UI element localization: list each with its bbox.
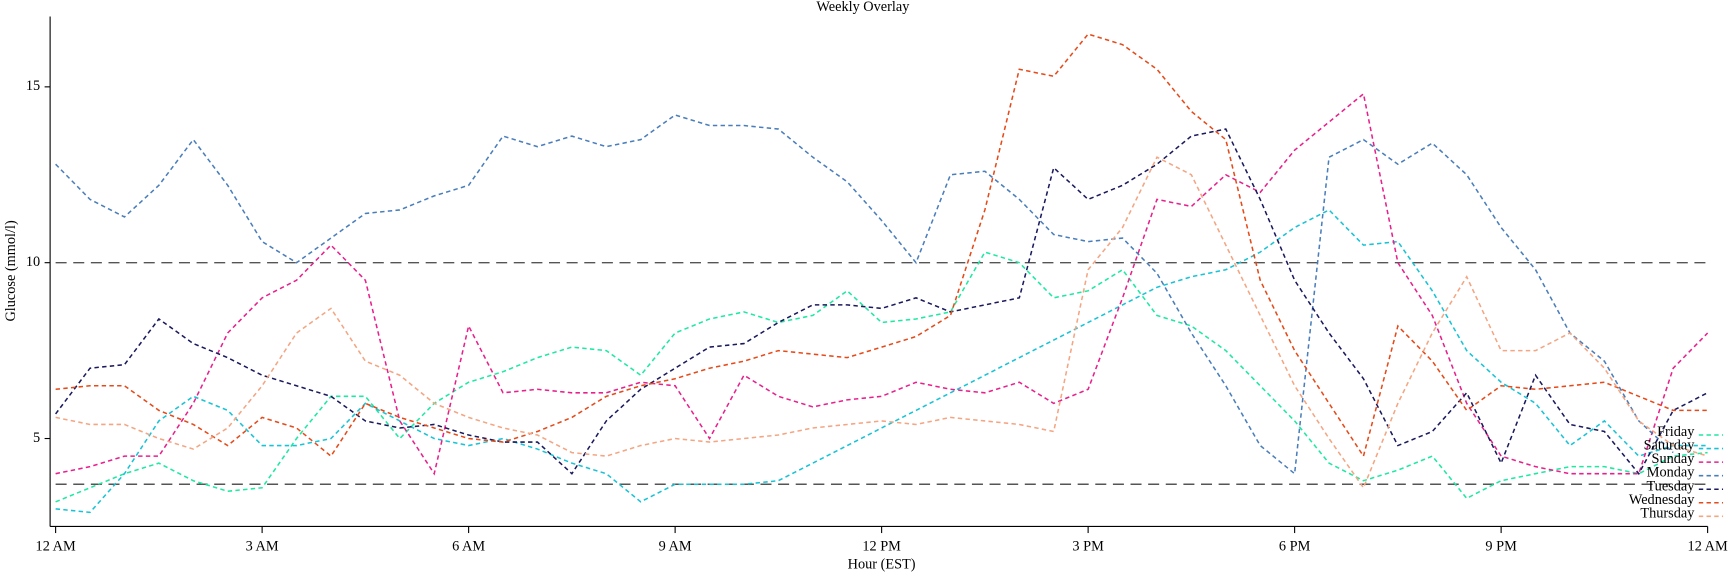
x-tick-label: 3 AM — [246, 539, 279, 555]
x-tick-label: 3 PM — [1072, 539, 1104, 555]
x-axis-label: Hour (EST) — [848, 556, 916, 572]
series-line — [55, 92, 1709, 476]
legend-label: Saturday — [1644, 438, 1696, 454]
legend-label: Wednesday — [1629, 492, 1695, 508]
x-tick-label: 6 AM — [452, 539, 485, 555]
legend-label: Thursday — [1640, 505, 1695, 521]
legend-label: Monday — [1647, 465, 1696, 481]
y-tick-label: 10 — [26, 254, 40, 270]
y-tick-label: 15 — [26, 78, 40, 94]
series-line — [55, 33, 1708, 458]
series-line — [55, 114, 1674, 476]
y-axis-label: Glucose (mmol/l) — [3, 220, 19, 321]
legend-label: Friday — [1657, 424, 1695, 440]
series-line — [55, 208, 1708, 514]
y-tick-label: 5 — [33, 430, 40, 446]
x-tick-label: 6 PM — [1279, 539, 1311, 555]
x-tick-label: 12 AM — [1688, 539, 1728, 555]
series-line — [55, 128, 1708, 476]
chart-title: Weekly Overlay — [816, 0, 910, 15]
x-tick-label: 12 PM — [862, 539, 901, 555]
x-tick-label: 9 AM — [659, 539, 692, 555]
legend-label: Tuesday — [1646, 478, 1695, 494]
series-line — [55, 156, 1708, 490]
legend-label: Sunday — [1652, 451, 1696, 467]
x-tick-label: 12 AM — [36, 539, 76, 555]
x-tick-label: 9 PM — [1485, 539, 1517, 555]
series-line — [55, 251, 1708, 503]
